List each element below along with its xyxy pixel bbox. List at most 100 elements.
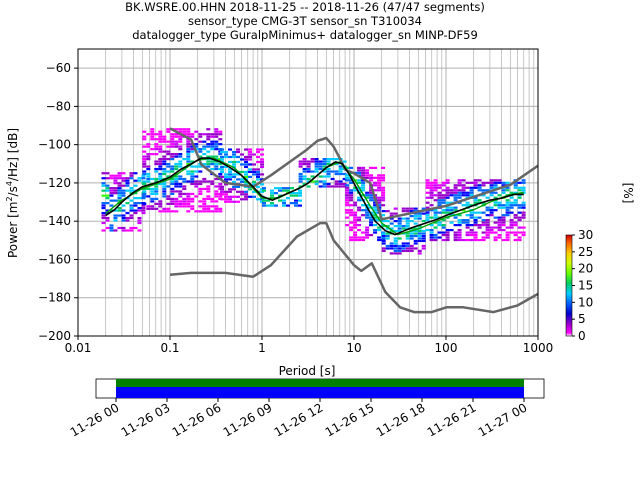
density-cell (133, 226, 138, 230)
density-cell (186, 140, 191, 143)
density-cell (190, 150, 195, 153)
density-cell (373, 228, 378, 232)
density-cell (421, 234, 426, 238)
density-cell (457, 224, 462, 227)
density-cell (509, 196, 514, 199)
density-cell (345, 196, 350, 199)
density-cell (521, 179, 526, 182)
density-cell (298, 177, 303, 181)
density-cell (170, 182, 175, 186)
density-cell (109, 192, 114, 195)
density-cell (218, 143, 223, 146)
density-cell (206, 133, 211, 136)
density-cell (174, 190, 179, 193)
density-cell (505, 199, 510, 202)
density-cell (377, 201, 382, 204)
density-cell (302, 160, 307, 163)
density-cell (513, 199, 518, 202)
density-cell (421, 219, 426, 223)
density-cell (186, 192, 191, 196)
density-cell (318, 165, 323, 168)
density-cell (298, 160, 303, 163)
density-cell (345, 184, 350, 187)
density-cell (129, 214, 134, 217)
density-cell (433, 238, 438, 242)
density-cell (252, 183, 257, 186)
density-cell (449, 194, 454, 197)
x-axis: 0.01 0.1 1 10 100 1000 (65, 336, 553, 355)
density-cell (326, 170, 331, 173)
density-cell (349, 226, 354, 229)
density-cell (326, 167, 331, 171)
density-cell (461, 238, 466, 242)
density-cell (338, 167, 343, 171)
density-cell (214, 143, 219, 146)
density-cell (465, 224, 470, 227)
colorbar-tick-label: 5 (578, 312, 586, 326)
density-cell (322, 182, 327, 186)
density-cell (162, 210, 167, 213)
density-cell (182, 192, 187, 196)
density-cell (244, 180, 249, 183)
density-cell (413, 229, 418, 233)
density-cell (244, 193, 249, 196)
density-cell (170, 143, 175, 146)
density-cell (190, 182, 195, 186)
density-cell (170, 190, 175, 193)
density-cell (405, 234, 410, 238)
colorbar-tick-label: 15 (578, 279, 593, 293)
density-cell (298, 180, 303, 183)
density-cell (445, 209, 450, 212)
density-cell (105, 184, 110, 187)
density-cell (166, 197, 171, 200)
density-cell (349, 238, 354, 242)
density-cell (113, 192, 118, 195)
density-cell (178, 130, 183, 133)
density-cell (248, 158, 253, 161)
density-cell (256, 168, 261, 171)
density-cell (166, 150, 171, 153)
density-cell (365, 191, 370, 194)
density-cell (162, 192, 167, 196)
density-cell (445, 238, 450, 242)
density-cell (202, 197, 207, 200)
density-cell (485, 231, 490, 234)
density-cell (405, 232, 410, 235)
density-cell (141, 174, 146, 177)
density-cell (457, 214, 462, 217)
density-cell (369, 194, 374, 197)
density-cell (433, 179, 438, 182)
density-cell (477, 211, 482, 214)
density-cell (497, 226, 502, 229)
density-cell (397, 237, 402, 240)
density-cell (142, 202, 147, 205)
density-cell (194, 175, 199, 178)
density-cell (186, 205, 191, 208)
density-cell (117, 202, 122, 205)
density-cell (413, 212, 418, 215)
density-cell (133, 211, 138, 215)
density-cell (186, 200, 191, 203)
density-cell (170, 202, 175, 205)
density-cell (485, 209, 490, 212)
density-cell (349, 199, 354, 202)
density-cell (353, 186, 358, 189)
density-cell (457, 228, 462, 232)
density-cell (521, 204, 526, 207)
density-cell (252, 180, 257, 183)
density-cell (521, 189, 526, 192)
density-cell (361, 238, 366, 242)
density-cell (170, 155, 175, 158)
density-cell (517, 206, 522, 209)
density-cell (381, 247, 386, 250)
density-cell (129, 199, 134, 202)
density-cell (178, 177, 183, 181)
density-cell (493, 181, 498, 184)
density-cell (505, 236, 510, 239)
density-cell (294, 204, 298, 207)
density-cell (405, 219, 410, 223)
y-tick-label: −140 (38, 214, 71, 228)
density-cell (117, 172, 122, 175)
density-cell (469, 204, 474, 207)
density-cell (117, 189, 122, 192)
